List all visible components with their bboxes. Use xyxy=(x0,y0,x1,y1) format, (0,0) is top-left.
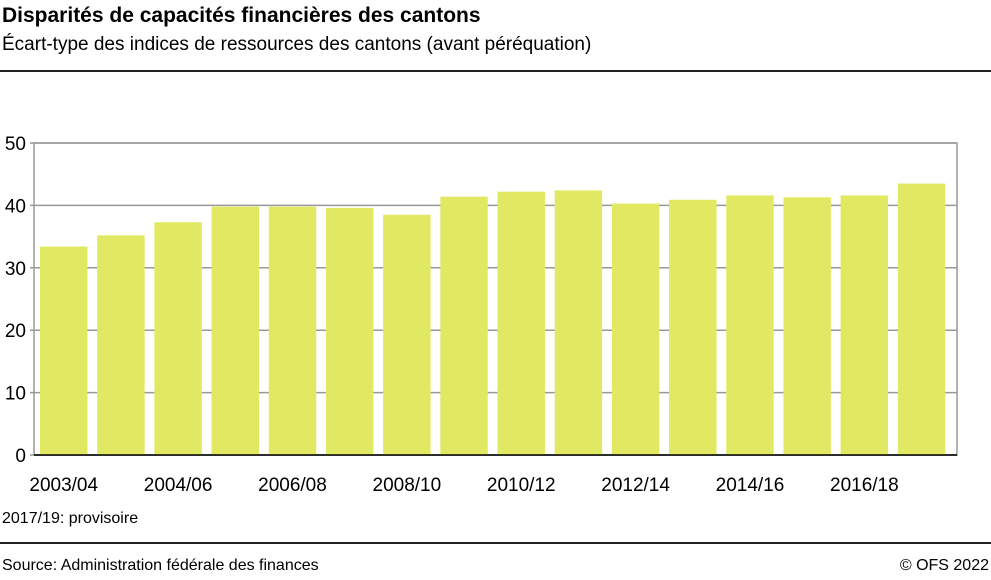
source-text: Source: Administration fédérale des fina… xyxy=(2,557,319,574)
bar-2011/13 xyxy=(554,190,603,455)
y-tick-label: 20 xyxy=(5,321,26,342)
bar-2013/15 xyxy=(669,199,717,455)
y-tick-label: 40 xyxy=(5,196,26,217)
bar-2004/06 xyxy=(154,222,202,455)
x-tick-label: 2012/14 xyxy=(601,475,670,496)
x-tick-label: 2006/08 xyxy=(258,475,327,496)
bar-2003/05 xyxy=(97,235,145,455)
bottom-divider xyxy=(0,542,991,544)
bar-chart: 0 10 20 30 40 50 2003/04 2004/06 2006/08 2008/10 2… xyxy=(5,134,958,496)
y-tick-label: 30 xyxy=(5,259,26,280)
bar-2015/17 xyxy=(783,197,831,455)
bar-2003/04 xyxy=(40,246,88,455)
y-tick-label: 50 xyxy=(5,134,26,155)
copyright: © OFS 2022 xyxy=(899,557,989,574)
bar-2007/09 xyxy=(325,207,374,455)
bar-2009/11 xyxy=(440,196,488,455)
bar-2005/07 xyxy=(211,206,260,455)
footnote: 2017/19: provisoire xyxy=(2,510,139,527)
bar-2012/14 xyxy=(611,203,660,455)
bar-2016/18 xyxy=(840,195,889,455)
x-tick-label: 2014/16 xyxy=(716,475,785,496)
y-tick-label: 10 xyxy=(5,384,26,405)
y-tick-label: 0 xyxy=(15,446,26,467)
x-tick-label: 2004/06 xyxy=(144,475,213,496)
top-divider xyxy=(0,70,991,72)
x-tick-label: 2010/12 xyxy=(487,475,556,496)
bar-2014/16 xyxy=(726,195,774,455)
bar-2006/08 xyxy=(268,206,317,455)
x-tick-label: 2016/18 xyxy=(830,475,899,496)
x-tick-label: 2003/04 xyxy=(29,475,98,496)
chart-subtitle: Écart-type des indices de ressources des… xyxy=(2,34,592,55)
bar-2017/19 xyxy=(897,183,946,455)
bar-2010/12 xyxy=(497,191,545,455)
x-tick-label: 2008/10 xyxy=(373,475,442,496)
chart-title: Disparités de capacités financières des … xyxy=(2,4,481,27)
bar-2008/10 xyxy=(383,214,431,455)
